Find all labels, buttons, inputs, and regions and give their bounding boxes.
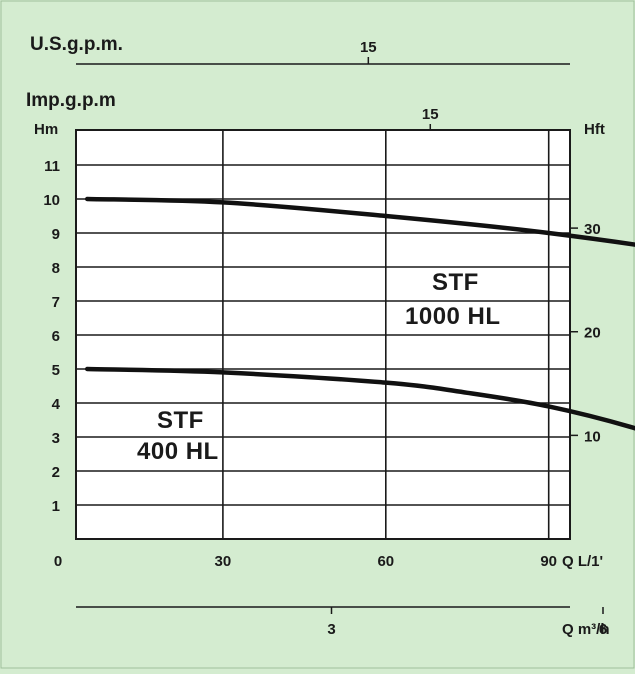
head-m-tick-label: 6 — [52, 328, 60, 345]
head-m-tick-label: 1 — [52, 498, 60, 515]
head-m-tick-label: 2 — [52, 464, 60, 481]
flow-lmin-tick-label: 60 — [377, 553, 394, 570]
flow-lmin-tick-label: 90 — [540, 553, 557, 570]
head-m-tick-label: 10 — [43, 192, 60, 209]
series-line-stf-400-hl — [84, 366, 635, 431]
grid-lines — [76, 130, 570, 539]
m3h-tick-label: 3 — [327, 621, 335, 638]
series-label-stf-400-line2: 400 HL — [137, 438, 219, 465]
imp-gpm-tick-label: 15 — [422, 106, 439, 123]
m3h-axis-label: Q m³/h — [562, 621, 610, 638]
us-gpm-ticks: 15304560 — [360, 39, 377, 64]
head-m-tick-label: 7 — [52, 294, 60, 311]
flow-lmin-tick-label: 0 — [54, 553, 62, 570]
head-ft-tick-label: 20 — [584, 325, 601, 342]
flow-lmin-tick-label: 30 — [215, 553, 232, 570]
head-m-tick-label: 8 — [52, 260, 60, 277]
head-ft-tick-label: 30 — [584, 221, 601, 238]
imp-gpm-axis-label: Imp.g.p.m — [26, 90, 116, 111]
us-gpm-tick-label: 15 — [360, 39, 377, 56]
head-m-tick-label: 9 — [52, 226, 60, 243]
head-m-tick-label: 5 — [52, 362, 60, 379]
series-line-stf-1000-hl — [84, 196, 635, 247]
curves — [84, 196, 635, 431]
head-m-axis-label: Hm — [34, 121, 58, 138]
m3h-ticks: 3691215 — [327, 607, 607, 638]
head-m-tick-label: 11 — [44, 158, 60, 175]
series-label-stf-400-line1: STF — [157, 407, 204, 434]
series-label-stf-1000-line1: STF — [432, 269, 479, 296]
head-m-ticks: 1 2 3 4 5 6 7 8 9 10 11 — [43, 158, 60, 515]
series-label-stf-1000-line2: 1000 HL — [405, 303, 501, 330]
head-ft-ticks: 10 20 30 — [570, 221, 601, 445]
flow-lmin-ticks: 0306090120150180210240Q L/1' — [54, 553, 603, 570]
m3h-tick-label: 6 — [599, 621, 607, 638]
head-ft-axis-label: Hft — [584, 121, 605, 138]
head-ft-tick-label: 10 — [584, 428, 601, 445]
us-gpm-axis-label: U.S.g.p.m. — [30, 34, 123, 55]
head-m-tick-label: 4 — [52, 396, 61, 413]
flow-lmin-axis-label: Q L/1' — [562, 553, 603, 570]
head-m-tick-label: 3 — [52, 430, 60, 447]
